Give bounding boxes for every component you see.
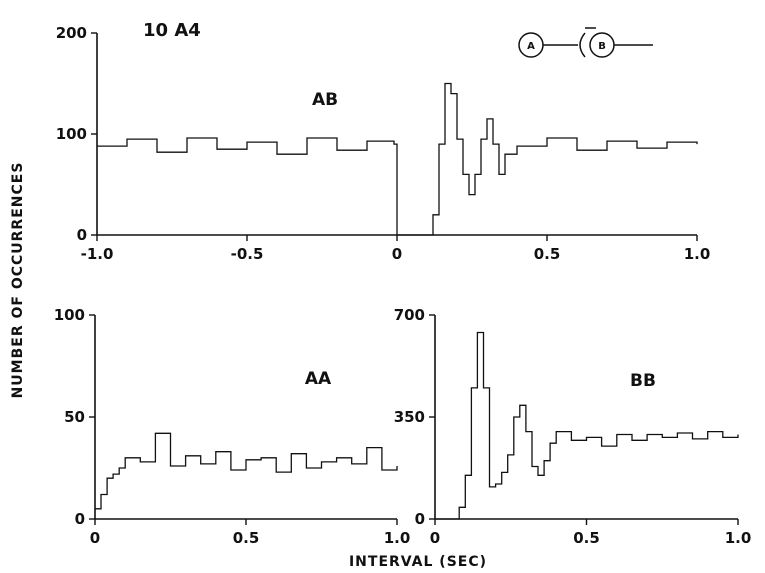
x-tick-label: 0 [90,529,100,547]
y-tick-label: 100 [54,306,85,324]
panel-bb: 0 0.5 1.0 0 350 700 BB [394,306,752,547]
x-tick-label: 0.5 [233,529,260,547]
series-line-bb [435,331,739,520]
figure-id: 10 A4 [143,20,201,41]
x-tick-label: 0 [392,245,402,263]
y-axis-title: NUMBER OF OCCURRENCES [10,162,26,399]
node-a-label: A [527,41,535,52]
y-tick-label: 50 [64,408,85,426]
x-tick-label: 0.5 [534,245,561,263]
x-tick-label: 1.0 [384,529,411,547]
synapse-arc [579,32,586,58]
panel-title-ab: AB [312,90,338,110]
panel-title-aa: AA [305,369,332,389]
y-tick-label: 100 [56,125,87,143]
panel-aa: 0 0.5 1.0 0 50 100 AA [54,306,411,547]
x-tick-label: 1.0 [725,529,752,547]
x-tick-label: 0 [430,529,440,547]
y-tick-label: 0 [75,510,85,528]
x-tick-label: 1.0 [684,245,711,263]
y-tick-label: 200 [56,24,87,42]
x-tick-label: 0.5 [573,529,600,547]
y-tick-label: 700 [394,306,425,324]
y-tick-label: 0 [415,510,425,528]
schematic: A B [518,27,653,58]
x-axis-title: INTERVAL (SEC) [349,554,487,570]
panel-title-bb: BB [630,371,656,391]
node-b-label: B [598,41,606,52]
x-tick-label: -0.5 [231,245,264,263]
x-tick-label: -1.0 [81,245,114,263]
y-tick-label: 0 [77,226,87,244]
series-line-aa [95,432,398,510]
y-tick-label: 350 [394,408,425,426]
series-line-ab [97,82,698,236]
